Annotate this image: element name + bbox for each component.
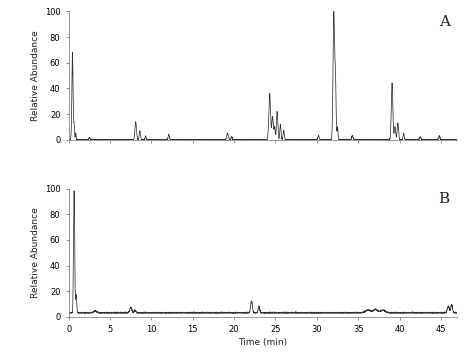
Text: B: B [438, 192, 450, 206]
Y-axis label: Relative Abundance: Relative Abundance [31, 207, 40, 298]
Y-axis label: Relative Abundance: Relative Abundance [31, 30, 40, 121]
X-axis label: Time (min): Time (min) [238, 338, 288, 347]
Text: A: A [438, 15, 450, 29]
